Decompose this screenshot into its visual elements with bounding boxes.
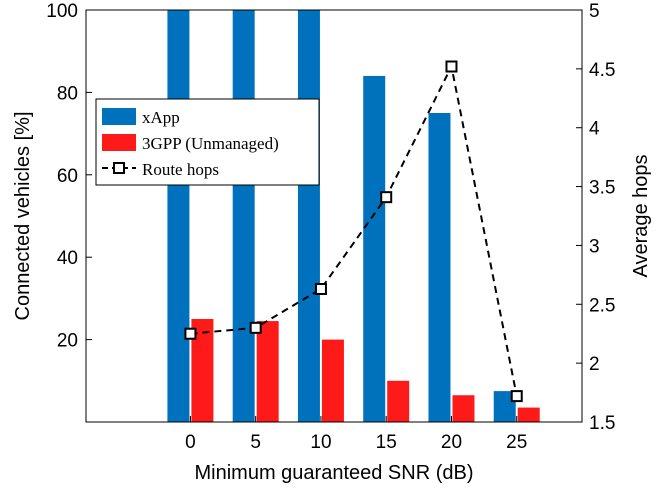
right-axis-label: Average hops — [630, 154, 652, 277]
xapp-bar-20 — [428, 113, 451, 422]
xapp-bar-15 — [363, 75, 386, 423]
right-tick-label: 4.5 — [589, 60, 615, 81]
x-tick-label: 5 — [250, 432, 261, 453]
3gpp-bar-25 — [517, 407, 540, 422]
right-axis: 1.5 2 2.5 3 3.5 4 4.5 5 — [576, 1, 615, 434]
left-axis-label: Connected vehicles [%] — [12, 111, 34, 320]
right-tick-label: 2 — [589, 354, 600, 375]
route-hops-marker-20 — [445, 60, 458, 73]
3gpp-bar-0 — [191, 319, 214, 422]
3gpp-bar-15 — [387, 380, 410, 422]
route-hops-marker-5 — [249, 321, 262, 334]
left-tick-label: 60 — [57, 166, 78, 187]
right-tick-label: 1.5 — [589, 413, 615, 434]
legend-swatch-3gpp — [102, 134, 136, 151]
right-tick-label: 4 — [589, 119, 600, 140]
x-tick-label: 25 — [506, 432, 527, 453]
route-hops-marker-0 — [184, 327, 197, 340]
route-hops-series — [184, 60, 523, 403]
3gpp-bar-20 — [452, 395, 475, 422]
left-tick-label: 80 — [57, 83, 78, 104]
xapp-bar-10 — [297, 10, 320, 422]
legend: xApp 3GPP (Unmanaged) Route hops — [95, 98, 320, 186]
x-axis: 0 5 10 15 20 25 — [185, 416, 527, 453]
route-hops-marker-10 — [314, 282, 327, 295]
x-tick-label: 0 — [185, 432, 196, 453]
route-hops-line — [190, 63, 518, 397]
3gpp-bars — [191, 319, 540, 422]
x-tick-label: 10 — [310, 432, 331, 453]
left-tick-label: 100 — [46, 1, 78, 22]
route-hops-marker-25 — [510, 390, 523, 403]
right-tick-label: 2.5 — [589, 295, 615, 316]
right-tick-label: 3.5 — [589, 178, 615, 199]
left-tick-label: 40 — [57, 248, 78, 269]
3gpp-bar-10 — [321, 339, 344, 422]
legend-label-xapp: xApp — [142, 108, 180, 127]
legend-swatch-xapp — [102, 108, 136, 125]
3gpp-bar-5 — [256, 321, 279, 422]
right-tick-label: 3 — [589, 236, 600, 257]
xapp-bar-5 — [232, 10, 255, 422]
xapp-bar-25 — [493, 391, 516, 422]
x-tick-label: 20 — [441, 432, 462, 453]
legend-marker-route-hops — [113, 162, 125, 174]
route-hops-marker-15 — [380, 191, 393, 204]
legend-label-3gpp: 3GPP (Unmanaged) — [142, 134, 279, 153]
left-tick-label: 20 — [57, 331, 78, 352]
x-axis-label: Minimum guaranteed SNR (dB) — [195, 462, 474, 484]
left-axis: 20 40 60 80 100 — [46, 1, 92, 352]
right-tick-label: 5 — [589, 1, 600, 22]
x-tick-label: 15 — [376, 432, 397, 453]
xapp-bar-0 — [167, 10, 190, 422]
plot-frame — [85, 9, 583, 423]
legend-label-route-hops: Route hops — [142, 160, 219, 179]
